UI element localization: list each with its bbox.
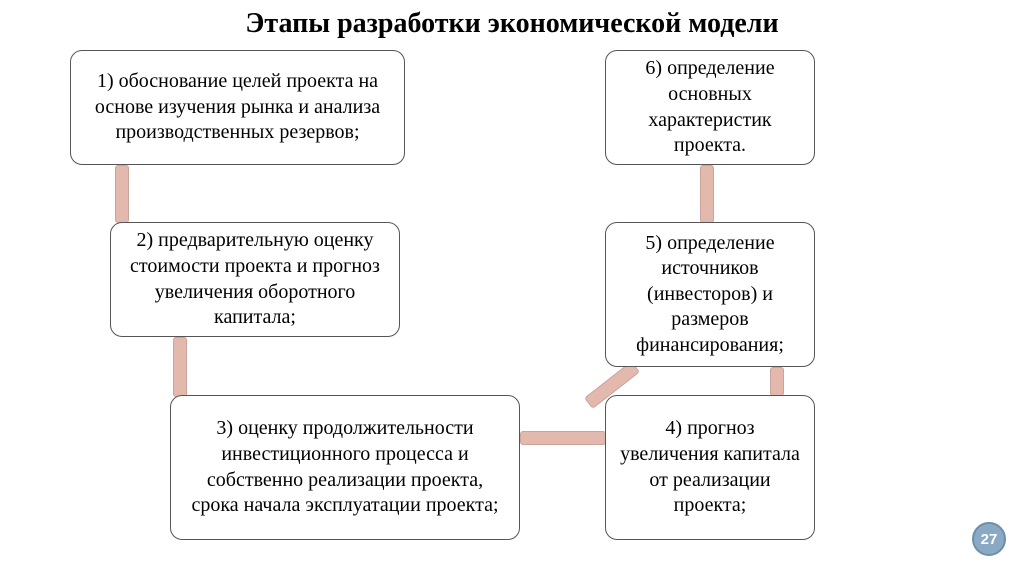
connector-4 (770, 367, 784, 396)
step-2: 2) предварительную оценку стоимости прое… (110, 222, 400, 337)
step-5: 5) определение источников (инвесторов) и… (605, 222, 815, 367)
page-number: 27 (981, 531, 998, 548)
connector-2 (173, 337, 187, 397)
step-4-text: 4) прогноз увеличения капитала от реализ… (620, 416, 800, 518)
connector-5 (700, 165, 714, 223)
page-number-badge: 27 (972, 522, 1006, 556)
title-text: Этапы разработки экономической модели (245, 8, 778, 39)
step-3-text: 3) оценку продолжительности инвестиционн… (185, 416, 505, 518)
connector-1 (115, 165, 129, 223)
step-6: 6) определение основных характеристик пр… (605, 50, 815, 165)
step-6-text: 6) определение основных характеристик пр… (620, 56, 800, 158)
diagram-title: Этапы разработки экономической модели (0, 8, 1024, 40)
step-5-text: 5) определение источников (инвесторов) и… (620, 231, 800, 359)
step-4: 4) прогноз увеличения капитала от реализ… (605, 395, 815, 540)
step-1-text: 1) обоснование целей проекта на основе и… (85, 69, 390, 146)
connector-3 (520, 431, 606, 445)
step-2-text: 2) предварительную оценку стоимости прое… (125, 228, 385, 330)
step-3: 3) оценку продолжительности инвестиционн… (170, 395, 520, 540)
step-1: 1) обоснование целей проекта на основе и… (70, 50, 405, 165)
